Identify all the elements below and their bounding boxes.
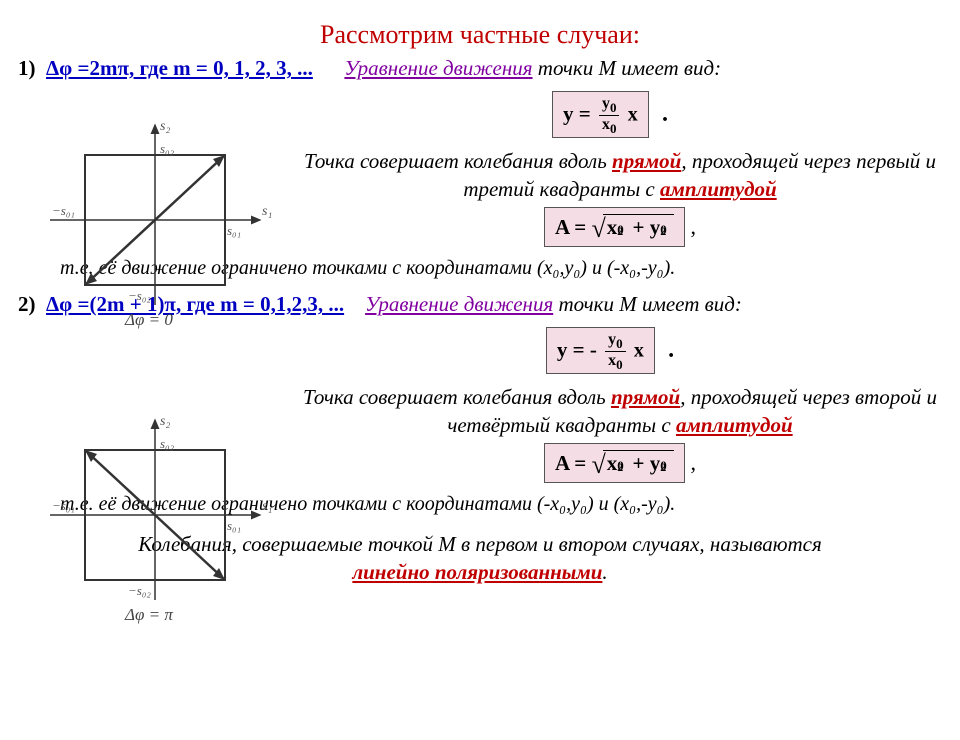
svg-text:−s₀₂: −s₀₂: [128, 288, 151, 303]
diagram-case2: s₁ s₂ s₀₁ −s₀₁ s₀₂ −s₀₂ Δφ = π: [30, 410, 280, 630]
svg-text:s₂: s₂: [160, 119, 170, 134]
case1-eq-label: Уравнение движения: [344, 56, 532, 80]
svg-text:s₁: s₁: [262, 499, 272, 514]
case2-eq-label: Уравнение движения: [365, 292, 553, 316]
svg-text:s₁: s₁: [262, 204, 272, 219]
svg-text:Δφ = 0: Δφ = 0: [124, 310, 173, 329]
amplitude2: A = √x20 + y20 ,: [280, 443, 960, 483]
formula1: y = y0x0 x .: [300, 91, 920, 138]
svg-text:s₂: s₂: [160, 414, 170, 429]
case2-eq-tail: точки М имеет вид:: [553, 292, 742, 316]
svg-text:s₀₂: s₀₂: [160, 436, 175, 451]
diagram-case1: s₁ s₂ s₀₁ −s₀₁ s₀₂ −s₀₂ Δφ = 0: [30, 115, 280, 335]
amplitude1: A = √x20 + y20 ,: [280, 207, 960, 247]
case1-cond: Δφ =2mπ, где m = 0, 1, 2, 3, ...: [46, 56, 313, 80]
case1-header: 1) Δφ =2mπ, где m = 0, 1, 2, 3, ... Урав…: [18, 56, 942, 81]
svg-text:s₀₁: s₀₁: [227, 518, 241, 533]
svg-text:−s₀₁: −s₀₁: [52, 203, 75, 218]
svg-text:−s₀₂: −s₀₂: [128, 583, 151, 598]
svg-text:s₀₁: s₀₁: [227, 223, 241, 238]
svg-text:Δφ = π: Δφ = π: [124, 605, 173, 624]
formula2: y = - y0x0 x .: [300, 327, 920, 374]
page-title: Рассмотрим частные случаи:: [0, 20, 960, 50]
case1-text: Точка совершает колебания вдоль прямой, …: [300, 148, 940, 203]
svg-text:s₀₂: s₀₂: [160, 141, 175, 156]
case1-num: 1): [18, 56, 36, 80]
case2-text: Точка совершает колебания вдоль прямой, …: [300, 384, 940, 439]
svg-text:−s₀₁: −s₀₁: [52, 498, 75, 513]
case1-eq-tail: точки М имеет вид:: [533, 56, 722, 80]
